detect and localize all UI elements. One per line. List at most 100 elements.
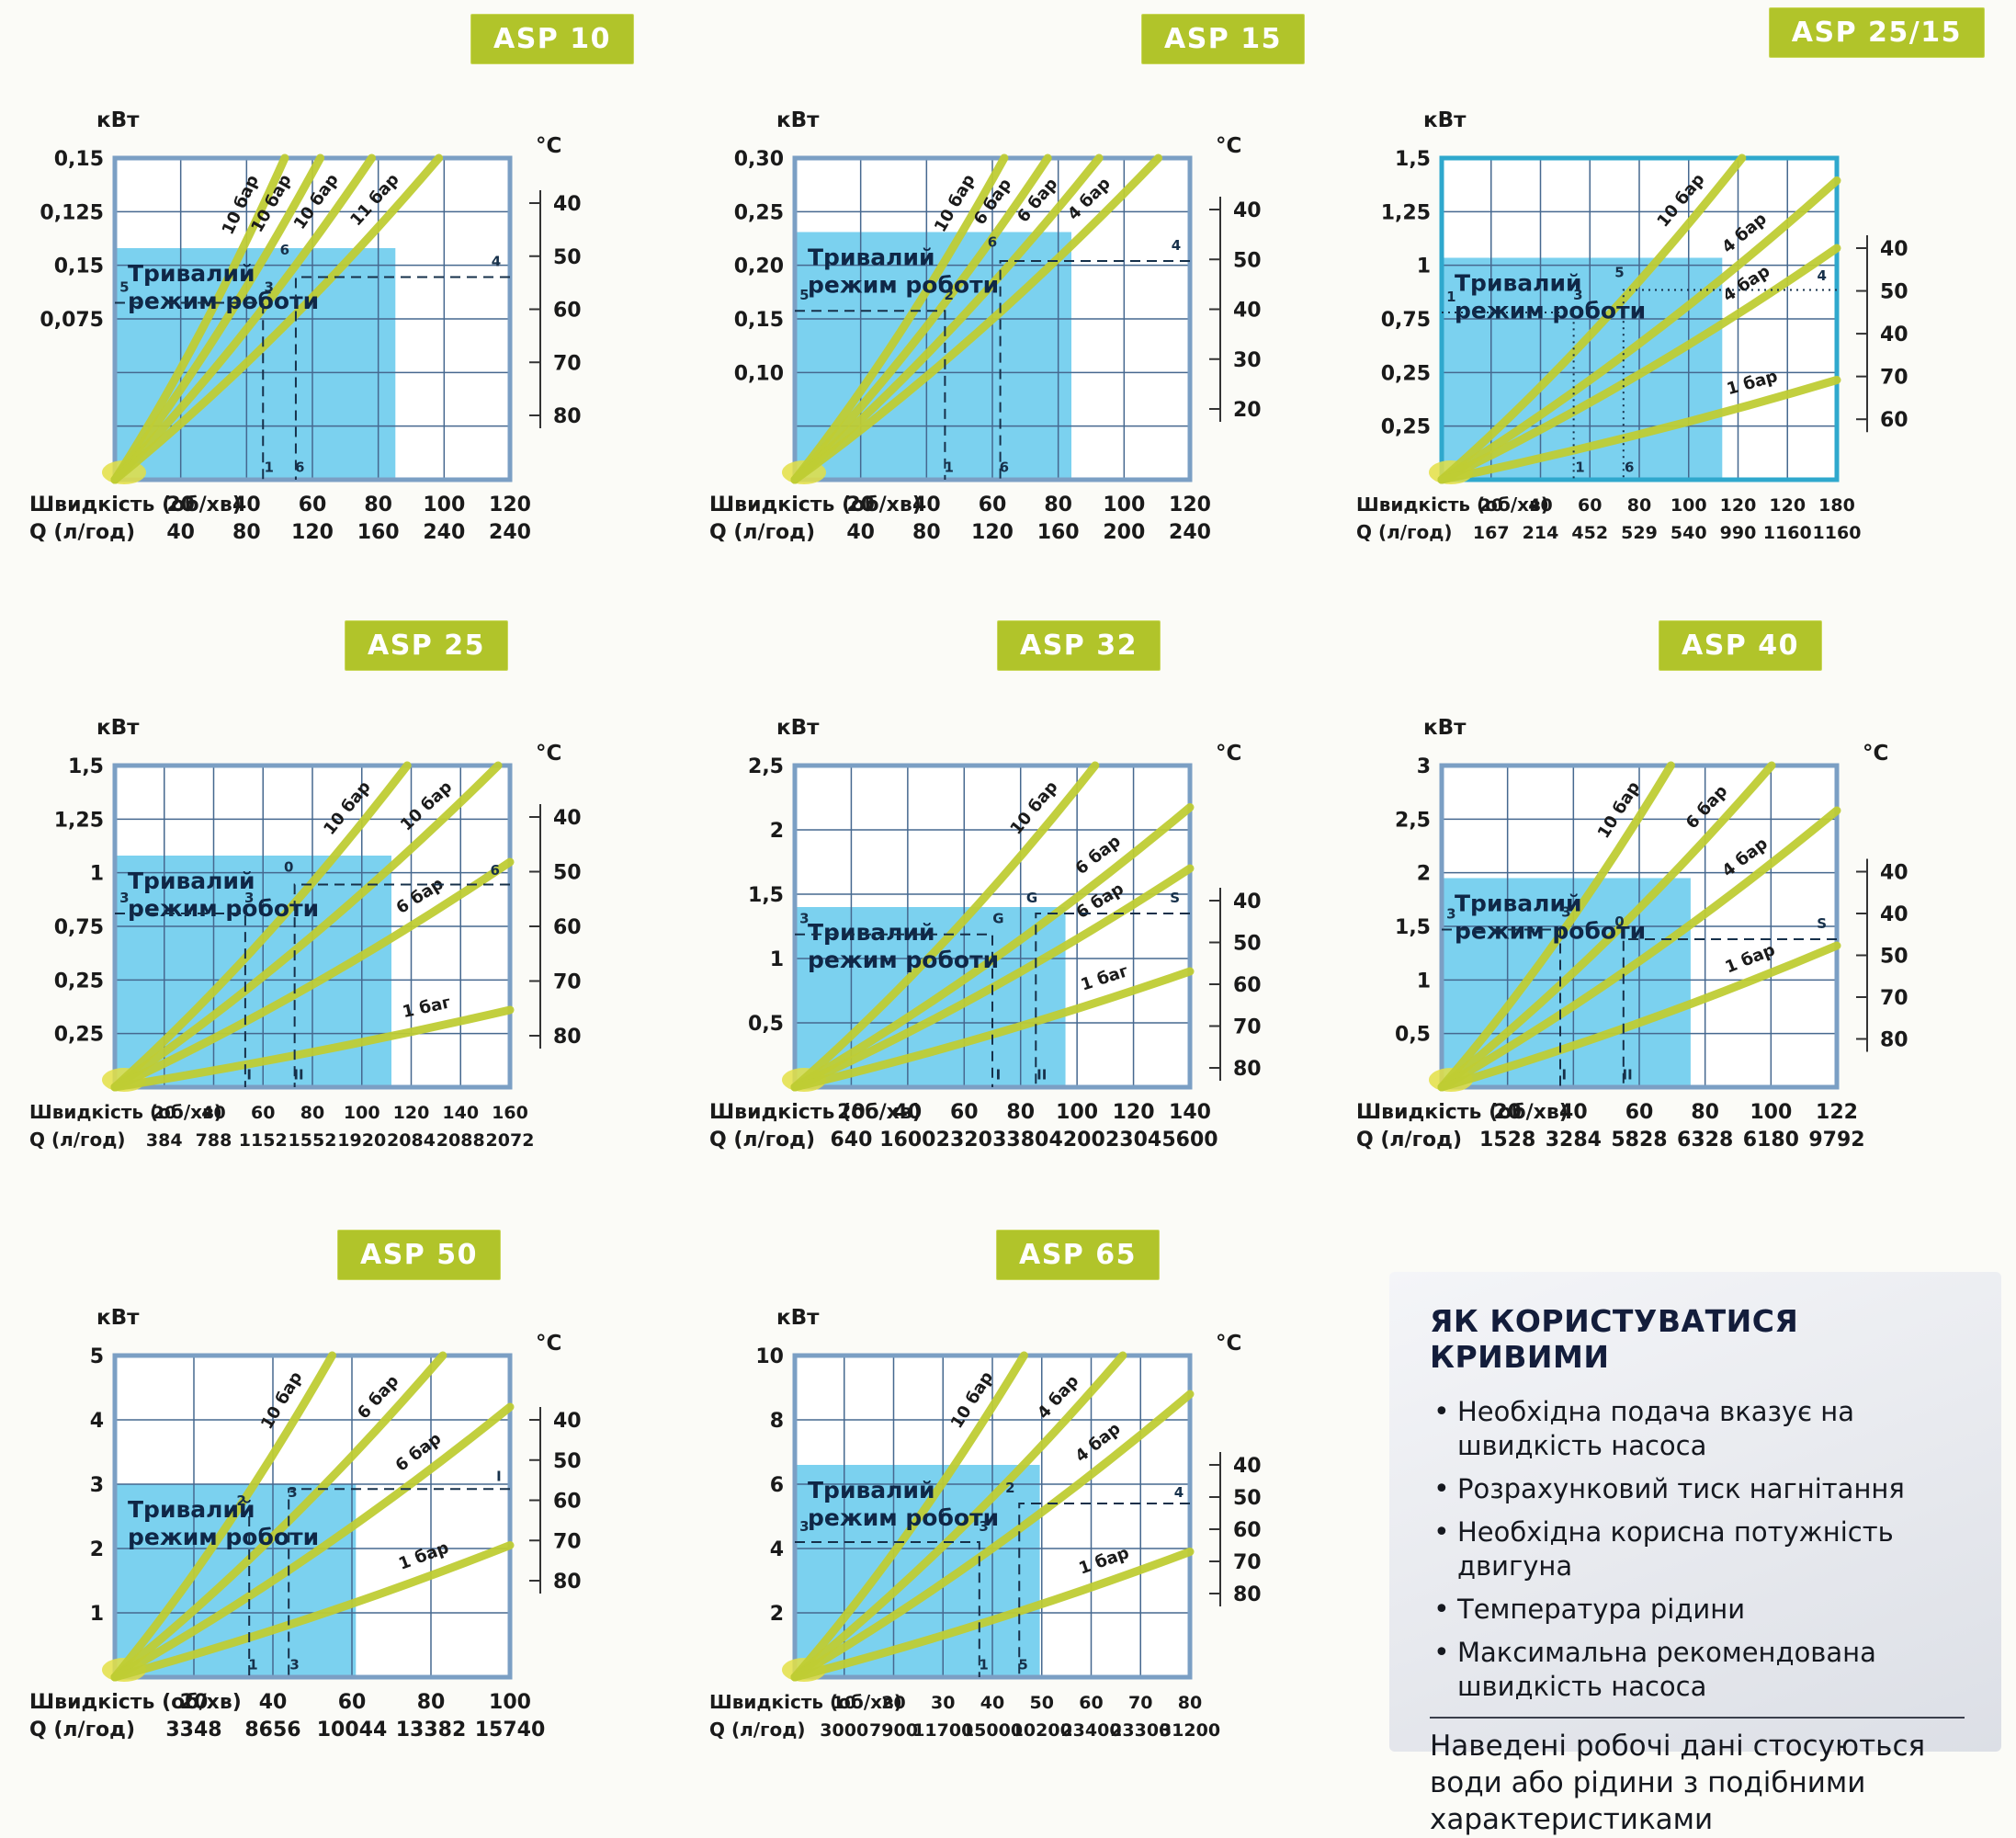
svg-text:100: 100 [1750, 1101, 1792, 1124]
svg-text:15740: 15740 [475, 1719, 546, 1742]
svg-text:5828: 5828 [1611, 1129, 1667, 1152]
svg-text:30: 30 [1233, 349, 1262, 372]
svg-text:Q (л/год): Q (л/год) [1356, 521, 1453, 543]
svg-text:2072: 2072 [486, 1130, 535, 1151]
svg-text:8: 8 [770, 1410, 784, 1433]
svg-text:0,25: 0,25 [54, 1024, 104, 1047]
svg-text:0,25: 0,25 [54, 970, 104, 993]
info-bullet: Необхідна подача вказує на швидкість нас… [1430, 1395, 1965, 1463]
svg-text:кВт: кВт [96, 716, 140, 740]
chart-title-badge: ASP 40 [1658, 620, 1822, 671]
svg-text:Q (л/год): Q (л/год) [29, 1719, 135, 1742]
svg-text:6: 6 [280, 242, 289, 258]
chart-cell-asp-10: ASP 10 10 бар 10 бар 10 бар 11 бар Тривалий р… [28, 0, 671, 588]
svg-text:120: 120 [971, 521, 1014, 544]
svg-text:50: 50 [1233, 1487, 1262, 1510]
svg-text:30: 30 [931, 1693, 955, 1713]
svg-text:4: 4 [1817, 267, 1826, 284]
svg-text:2,5: 2,5 [748, 755, 784, 778]
svg-text:20: 20 [153, 1103, 176, 1123]
svg-text:384: 384 [146, 1130, 183, 1151]
svg-text:50: 50 [1233, 933, 1262, 956]
svg-text:40: 40 [1233, 891, 1262, 913]
svg-text:50: 50 [1880, 946, 1908, 969]
svg-text:2: 2 [90, 1538, 104, 1561]
svg-text:80: 80 [553, 1026, 582, 1049]
svg-text:80: 80 [1627, 495, 1651, 516]
svg-text:кВт: кВт [776, 716, 820, 740]
svg-text:6328: 6328 [1677, 1129, 1733, 1152]
svg-text:100: 100 [489, 1691, 531, 1714]
svg-text:G: G [992, 911, 1003, 927]
chart-title-badge: ASP 15 [1140, 14, 1305, 64]
svg-text:5: 5 [1018, 1656, 1027, 1673]
svg-text:80: 80 [364, 494, 392, 516]
chart-title-badge: ASP 50 [336, 1230, 501, 1280]
svg-text:2: 2 [1005, 1480, 1014, 1496]
svg-text:70: 70 [553, 1530, 582, 1553]
svg-text:0,15: 0,15 [734, 309, 784, 332]
svg-text:10044: 10044 [317, 1719, 388, 1742]
svg-text:°C: °C [1216, 1332, 1241, 1356]
chart-title-badge: ASP 32 [996, 620, 1161, 671]
svg-text:3: 3 [244, 890, 254, 906]
svg-text:60: 60 [1079, 1693, 1103, 1713]
svg-text:60: 60 [1578, 495, 1602, 516]
svg-text:120: 120 [393, 1103, 430, 1123]
svg-text:кВт: кВт [776, 108, 820, 132]
svg-text:40: 40 [894, 1101, 923, 1124]
svg-text:1,5: 1,5 [68, 755, 104, 778]
svg-text:1: 1 [1446, 289, 1455, 305]
svg-text:80: 80 [300, 1103, 324, 1123]
svg-text:120: 120 [1169, 494, 1211, 516]
svg-text:80: 80 [417, 1691, 446, 1714]
info-bullet: Розрахунковий тиск нагнітання [1430, 1472, 1965, 1506]
chart-cell-asp-65: ASP 65 10 бар 4 бар 4 бар 1 бар Тривалий режи… [708, 1176, 1351, 1764]
chart-cell-asp-40: ASP 40 10 бар 6 бар 4 бар 1 бар Тривалий режи… [1354, 588, 1998, 1176]
svg-text:200: 200 [1103, 521, 1145, 544]
svg-text:Q (л/год): Q (л/год) [1356, 1129, 1462, 1152]
svg-text:Швидкість (об/хв): Швидкість (об/хв) [29, 1691, 242, 1714]
how-to-use-curves-panel: ЯК КОРИСТУВАТИСЯ КРИВИМИ Необхідна подач… [1389, 1272, 2001, 1836]
info-bullet-list: Необхідна подача вказує на швидкість нас… [1430, 1395, 1965, 1704]
svg-text:1160: 1160 [1763, 523, 1812, 543]
svg-text:180: 180 [1818, 495, 1855, 516]
svg-text:40: 40 [1880, 238, 1908, 261]
svg-text:240: 240 [489, 521, 531, 544]
svg-text:кВт: кВт [776, 1306, 820, 1330]
svg-text:G: G [1026, 890, 1037, 906]
svg-text:70: 70 [1233, 1016, 1262, 1039]
svg-text:1: 1 [1417, 970, 1431, 993]
svg-text:Швидкість (об/хв): Швидкість (об/хв) [709, 1101, 922, 1124]
svg-text:20: 20 [881, 1693, 905, 1713]
svg-text:1: 1 [944, 459, 953, 475]
svg-text:1152: 1152 [239, 1130, 288, 1151]
svg-text:2088: 2088 [436, 1130, 485, 1151]
svg-text:80: 80 [553, 1571, 582, 1594]
svg-text:100: 100 [423, 494, 465, 516]
svg-text:122: 122 [1816, 1101, 1858, 1124]
svg-text:40: 40 [912, 494, 941, 516]
svg-text:2084: 2084 [387, 1130, 436, 1151]
svg-text:3: 3 [979, 1518, 988, 1535]
svg-text:Q (л/год): Q (л/год) [709, 521, 815, 544]
svg-text:23300: 23300 [1110, 1720, 1171, 1741]
svg-text:452: 452 [1571, 523, 1608, 543]
svg-text:9792: 9792 [1808, 1129, 1864, 1152]
svg-text:50: 50 [1880, 281, 1908, 304]
svg-text:70: 70 [553, 352, 582, 375]
svg-text:0,25: 0,25 [734, 201, 784, 224]
svg-text:160: 160 [492, 1103, 528, 1123]
chart-cell-asp-15: ASP 15 10 бар 6 бар 6 бар 4 бар Тривалий режи… [708, 0, 1351, 588]
svg-text:1,5: 1,5 [748, 884, 784, 907]
svg-text:0,5: 0,5 [1395, 1024, 1431, 1047]
svg-text:0,075: 0,075 [40, 309, 104, 332]
svg-text:1: 1 [248, 1656, 257, 1673]
svg-text:1: 1 [264, 459, 273, 475]
svg-text:Швидкість (об/хв): Швидкість (об/хв) [29, 494, 242, 516]
